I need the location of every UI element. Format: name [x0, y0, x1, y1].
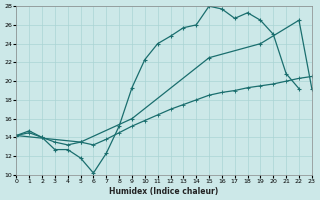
- X-axis label: Humidex (Indice chaleur): Humidex (Indice chaleur): [109, 187, 219, 196]
